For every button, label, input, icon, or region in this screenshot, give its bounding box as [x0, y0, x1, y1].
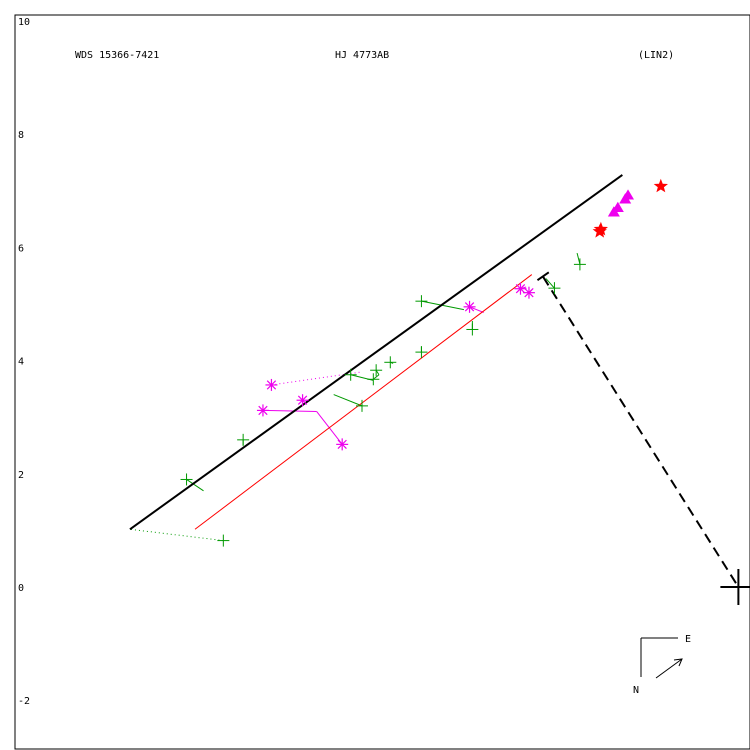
asterisk-marker [336, 438, 349, 451]
star-marker [653, 178, 668, 193]
plus-residual-line [129, 528, 224, 542]
plus-marker [217, 534, 230, 547]
fit-line [129, 174, 623, 531]
asterisk-residual-line [262, 409, 317, 413]
y-tick-label: 10 [18, 17, 30, 28]
plus-marker [466, 323, 479, 336]
header-center-label: HJ 4773AB [335, 50, 389, 61]
plus-marker [415, 346, 428, 359]
asterisk-marker-stroke [515, 284, 526, 294]
fit-lines [129, 174, 740, 588]
asterisk-marker-stroke [258, 405, 268, 416]
asterisk-marker-stroke [464, 302, 475, 312]
asterisk-marker-stroke [337, 439, 347, 450]
y-tick-label: 8 [18, 130, 24, 141]
plus-residual-line [373, 374, 380, 380]
plus-marker [344, 368, 357, 381]
header-right-label: (LIN2) [638, 50, 674, 61]
asterisk-marker-stroke [266, 380, 277, 390]
asterisk-marker [296, 394, 309, 407]
asterisk-marker [522, 286, 535, 299]
plus-marker [180, 473, 193, 486]
triangle-marker [611, 201, 624, 212]
compass: E N [633, 634, 691, 696]
asterisk-residual-line [469, 306, 484, 313]
asterisk-marker [265, 378, 278, 391]
triangle-marker [622, 189, 635, 200]
data-markers [180, 178, 750, 605]
plus-marker [384, 356, 397, 369]
plus-marker [237, 433, 250, 446]
plus-residual-line [545, 278, 555, 289]
y-tick-label: 0 [18, 583, 24, 594]
asterisk-marker-stroke [524, 288, 534, 298]
plot-frame [14, 14, 750, 750]
plus-residual-line [186, 479, 204, 492]
compass-north-label: N [633, 685, 639, 696]
plus-marker [370, 364, 383, 377]
plus-marker [573, 258, 586, 271]
motion-arrow [655, 658, 683, 679]
plus-marker [356, 399, 368, 412]
residual-links [129, 252, 581, 542]
plus-residual-line [333, 394, 363, 407]
asterisk-marker-stroke [297, 395, 308, 405]
compass-east-label: E [685, 634, 691, 645]
y-tick-label: 4 [18, 357, 24, 368]
header-left-label: WDS 15366-7421 [75, 50, 159, 61]
motion-arrow-head [673, 658, 683, 667]
asterisk-marker [256, 404, 269, 417]
plus-marker [548, 282, 561, 295]
asterisk-marker [463, 300, 476, 313]
node-tick [536, 271, 550, 282]
y-axis-ticks: -2 0 2 4 6 8 10 [18, 17, 30, 707]
star-marker [593, 221, 608, 236]
plus-marker [415, 295, 428, 308]
asterisk-residual-line [271, 371, 363, 386]
y-tick-label: 2 [18, 470, 24, 481]
y-tick-label: -2 [18, 696, 30, 707]
plus-marker [367, 373, 380, 386]
ephemeris-line [194, 274, 533, 530]
node-line-dashed [542, 276, 740, 588]
y-tick-label: 6 [18, 243, 24, 254]
